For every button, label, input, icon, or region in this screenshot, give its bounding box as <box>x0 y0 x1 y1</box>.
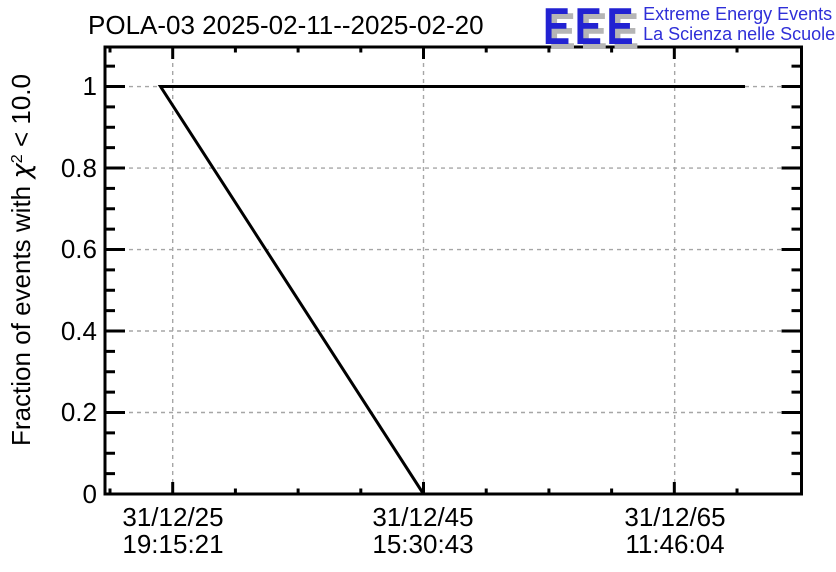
x-tick-label-1: 31/12/25 19:15:21 <box>63 504 283 558</box>
y-tick-label-0: 0 <box>82 479 97 509</box>
y-tick-label-0.2: 0.2 <box>60 397 97 427</box>
y-tick-label-0.8: 0.8 <box>60 153 97 183</box>
eee-logo: EEE Extreme Energy Events La Scienza nel… <box>543 0 835 56</box>
eee-logo-line2: La Scienza nelle Scuole <box>643 24 836 44</box>
y-tick-label-0.4: 0.4 <box>60 316 97 346</box>
y-tick-label-0.6: 0.6 <box>60 234 97 264</box>
x-tick-label-3: 31/12/65 11:46:04 <box>565 504 785 558</box>
x-tick-label-2: 31/12/45 15:30:43 <box>313 504 533 558</box>
eee-logo-letters: EEE <box>543 0 639 56</box>
x-tick-date: 31/12/25 <box>122 502 224 532</box>
eee-logo-text: Extreme Energy Events La Scienza nelle S… <box>643 3 835 44</box>
x-tick-date: 31/12/45 <box>372 502 474 532</box>
y-axis-title-suffix: < 10.0 <box>6 74 36 155</box>
chart-title: POLA-03 2025-02-11--2025-02-20 <box>88 10 484 40</box>
y-tick-label-1: 1 <box>82 71 97 101</box>
chi-exponent: 2 <box>7 154 26 164</box>
chi-symbol: χ <box>7 163 37 179</box>
eee-logo-line1: Extreme Energy Events <box>643 4 833 24</box>
y-axis-title: Fraction of events with χ2 < 10.0 <box>6 45 40 475</box>
x-tick-date: 31/12/65 <box>624 502 726 532</box>
x-tick-time: 11:46:04 <box>625 529 725 559</box>
x-tick-time: 19:15:21 <box>122 529 224 559</box>
y-axis-title-prefix: Fraction of events with <box>6 178 36 446</box>
x-tick-time: 15:30:43 <box>372 529 474 559</box>
